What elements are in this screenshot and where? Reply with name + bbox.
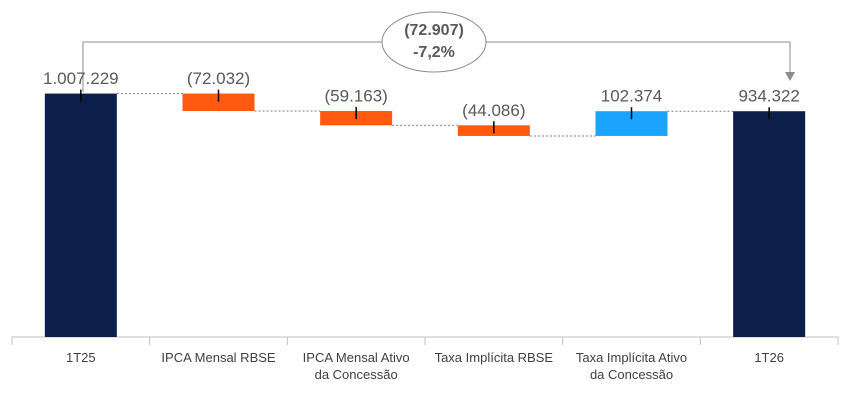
x-tick-label: IPCA Mensal Ativo da Concessão [302, 350, 410, 382]
value-label: (59.163) [325, 86, 388, 105]
annotation-percent: -7,2% [413, 44, 455, 61]
value-label: 1.007.229 [43, 69, 119, 88]
bar [182, 93, 255, 111]
x-tick-label: Taxa Implícita Ativo da Concessão [575, 350, 688, 382]
bar [44, 93, 117, 337]
value-label: 934.322 [738, 87, 799, 106]
x-tick-label: Taxa Implícita RBSE [434, 350, 554, 365]
value-label: (72.032) [187, 69, 250, 88]
bracket-left [82, 41, 382, 92]
x-tick-label: 1T25 [66, 350, 96, 365]
value-label: 102.374 [601, 87, 662, 106]
bracket-arrow [785, 72, 795, 81]
value-label: (44.086) [462, 101, 525, 120]
annotation-value: (72.907) [404, 22, 464, 39]
bracket-right [486, 41, 791, 76]
bar [733, 111, 806, 338]
x-tick-label: IPCA Mensal RBSE [161, 350, 276, 365]
x-tick-label: 1T26 [754, 350, 784, 365]
annotation-bubble [381, 11, 487, 73]
